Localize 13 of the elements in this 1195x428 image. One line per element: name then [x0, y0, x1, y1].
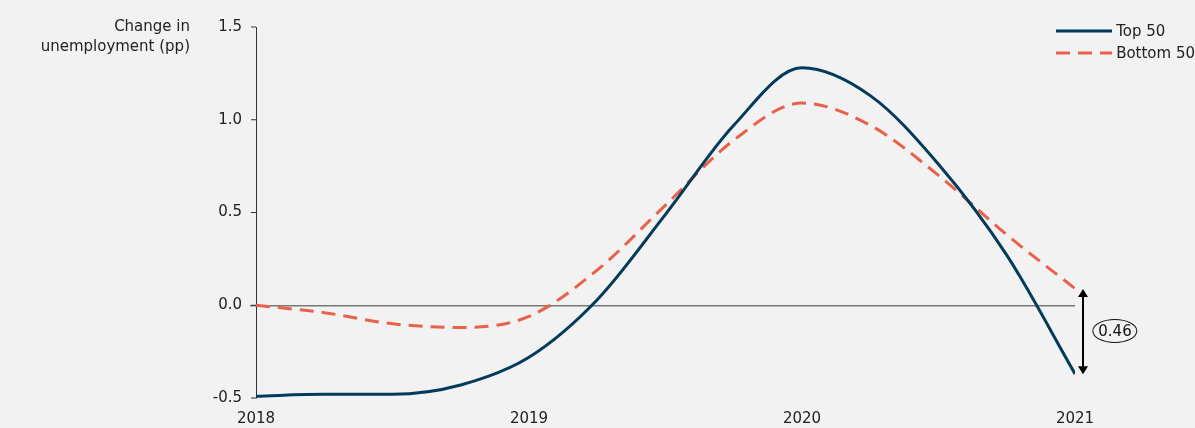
y-tick-label: 0.0 — [218, 295, 242, 314]
x-tick-label: 2021 — [1055, 408, 1095, 427]
x-tick-label: 2019 — [509, 408, 549, 427]
legend-label: Top 50 — [1116, 22, 1166, 40]
legend-label: Bottom 50 — [1116, 44, 1195, 62]
x-tick-label: 2020 — [782, 408, 822, 427]
text: 0.46 — [1092, 319, 1138, 344]
y-tick-label: 0.5 — [218, 202, 242, 221]
y-tick-label: -0.5 — [212, 387, 242, 406]
x-tick-label: 2018 — [236, 408, 276, 427]
y-axis-title: Change in unemployment (pp) — [39, 16, 190, 56]
y-tick-label: 1.5 — [218, 16, 242, 35]
y-tick-label: 1.0 — [218, 109, 242, 128]
